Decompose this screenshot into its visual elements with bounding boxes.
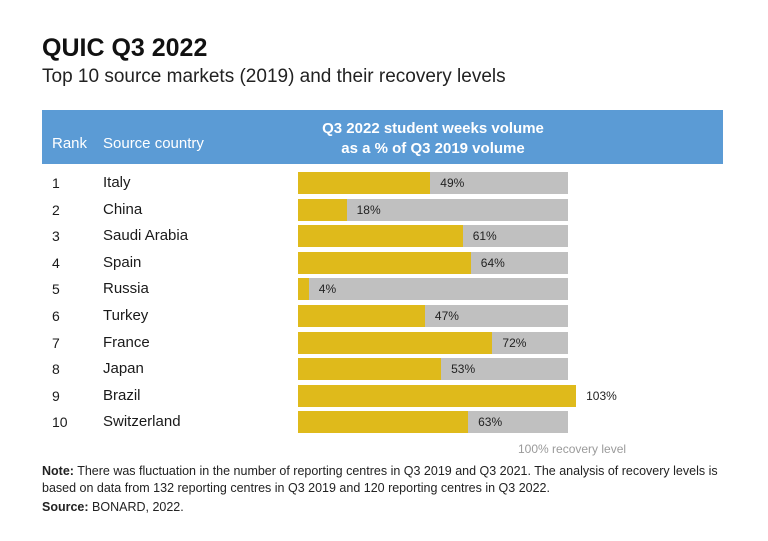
bar: [298, 251, 471, 274]
country-label: Russia: [103, 280, 149, 298]
recovery-level-label: 100% recovery level: [518, 442, 627, 456]
country-label: China: [103, 200, 143, 218]
bar: [298, 411, 469, 434]
value-label: 18%: [356, 202, 381, 217]
note-label: Note:: [42, 464, 74, 478]
header-metric-line2: as a % of Q3 2019 volume: [341, 140, 525, 157]
bar: [298, 384, 577, 407]
bar: [298, 305, 425, 327]
table-row: 8 Japan 53%: [42, 358, 682, 382]
source-text: BONARD, 2022.: [92, 500, 184, 514]
rank-label: 1: [52, 175, 60, 191]
country-label: Japan: [103, 360, 144, 378]
value-label: 47%: [434, 309, 459, 323]
table-row: 2 China 18%: [42, 198, 682, 223]
table-row: 1 Italy 49%: [42, 172, 682, 196]
table-header: Rank Source country Q3 2022 student week…: [42, 110, 723, 164]
value-label: 61%: [472, 229, 497, 244]
source: Source: BONARD, 2022.: [42, 500, 184, 514]
bar: [298, 198, 347, 221]
rank-label: 6: [52, 308, 60, 324]
note: Note: There was fluctuation in the numbe…: [42, 463, 732, 497]
rank-label: 4: [52, 254, 60, 271]
rank-label: 8: [52, 361, 60, 378]
value-label: 103%: [586, 388, 617, 403]
rank-label: 2: [52, 201, 60, 218]
country-label: Saudi Arabia: [103, 227, 189, 245]
bar: [298, 172, 431, 194]
rank-label: 9: [52, 387, 60, 404]
value-label: 63%: [478, 415, 503, 430]
country-label: Spain: [103, 253, 142, 271]
country-label: Italy: [103, 174, 131, 191]
table-row: 10 Switzerland 63%: [42, 411, 682, 435]
value-label: 49%: [440, 176, 465, 190]
bar-track: [298, 278, 568, 301]
rank-label: 7: [52, 334, 60, 351]
table-row: 6 Turkey 47%: [42, 305, 682, 329]
value-label: 72%: [502, 335, 527, 350]
header-rank: Rank: [52, 135, 88, 152]
rank-label: 3: [52, 228, 60, 245]
table-row: 7 France 72%: [42, 331, 682, 356]
header-metric-line1: Q3 2022 student weeks volume: [322, 120, 544, 137]
bar-track: [298, 198, 568, 221]
table-row: 9 Brazil 103%: [42, 384, 682, 409]
value-label: 4%: [318, 282, 337, 297]
rank-label: 10: [52, 414, 68, 431]
value-label: 53%: [451, 362, 476, 377]
country-label: Brazil: [103, 386, 141, 404]
table-row: 5 Russia 4%: [42, 278, 682, 302]
note-text: There was fluctuation in the number of r…: [42, 464, 718, 495]
rank-label: 5: [52, 281, 60, 298]
chart-subtitle: Top 10 source markets (2019) and their r…: [42, 66, 506, 87]
chart-title: QUIC Q3 2022: [42, 34, 208, 62]
header-source-country: Source country: [103, 135, 204, 152]
source-label: Source:: [42, 500, 89, 514]
country-label: France: [103, 333, 150, 351]
bar: [298, 331, 493, 354]
bar: [298, 358, 442, 381]
table-row: 4 Spain 64%: [42, 251, 682, 276]
bar: [298, 278, 309, 301]
value-label: 64%: [480, 255, 505, 270]
country-label: Switzerland: [103, 413, 181, 431]
bar: [298, 225, 463, 248]
table-row: 3 Saudi Arabia 61%: [42, 225, 682, 249]
header-metric: Q3 2022 student weeks volume as a % of Q…: [298, 119, 568, 159]
country-label: Turkey: [103, 307, 149, 324]
